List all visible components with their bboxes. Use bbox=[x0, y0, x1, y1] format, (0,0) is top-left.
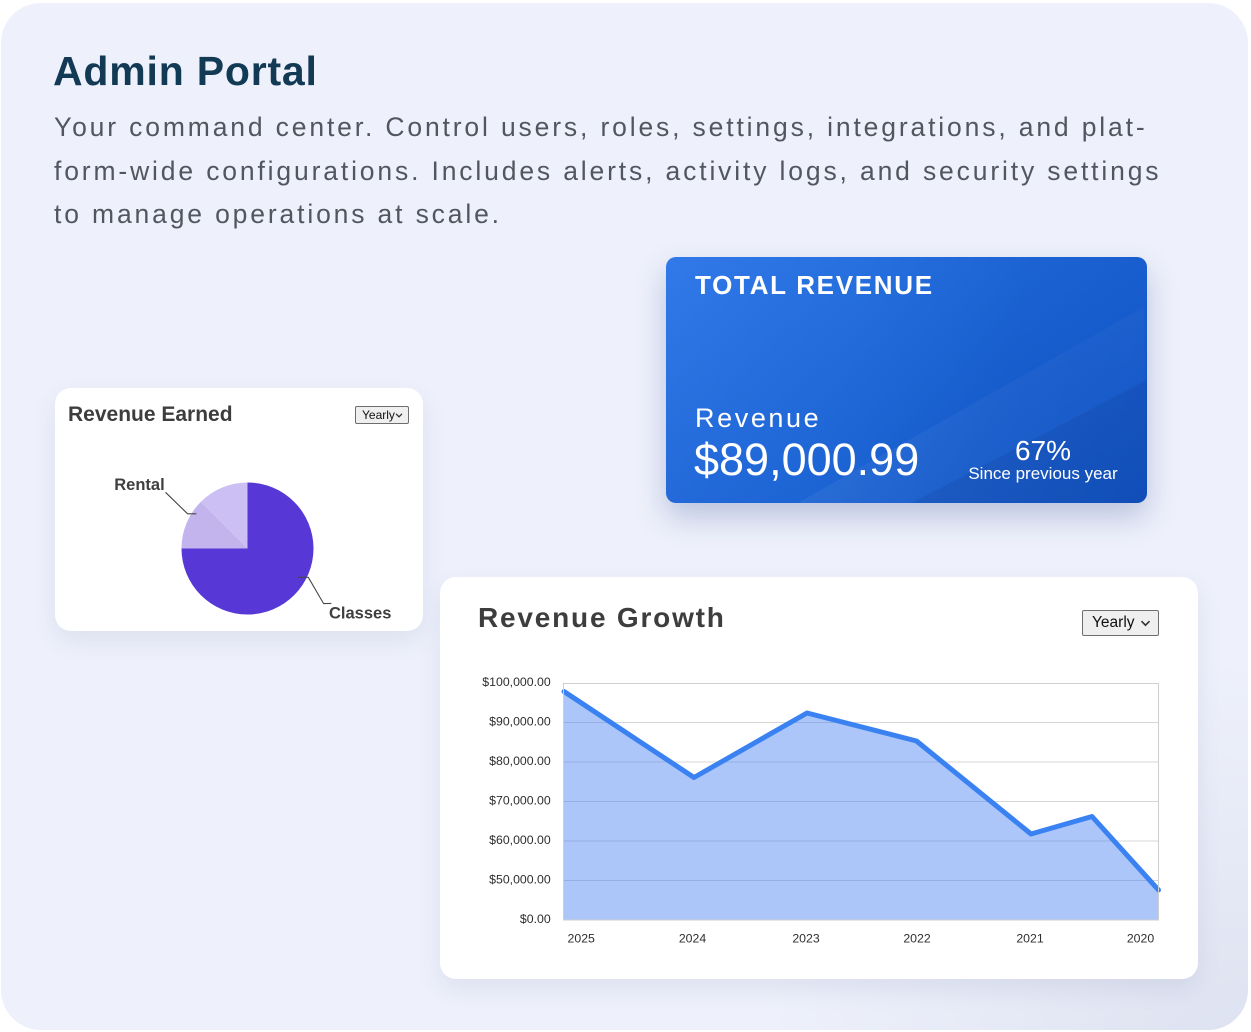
svg-text:$80,000.00: $80,000.00 bbox=[489, 754, 551, 768]
svg-text:2020: 2020 bbox=[1127, 931, 1155, 945]
svg-text:$70,000.00: $70,000.00 bbox=[489, 794, 551, 808]
svg-text:$60,000.00: $60,000.00 bbox=[489, 833, 551, 847]
svg-text:$100,000.00: $100,000.00 bbox=[482, 675, 551, 689]
svg-text:2021: 2021 bbox=[1016, 931, 1044, 945]
svg-text:2025: 2025 bbox=[568, 931, 596, 945]
svg-text:$0.00: $0.00 bbox=[520, 912, 551, 926]
svg-text:2024: 2024 bbox=[679, 931, 707, 945]
svg-text:Rental: Rental bbox=[114, 476, 164, 494]
svg-text:Classes: Classes bbox=[329, 604, 391, 622]
svg-text:$50,000.00: $50,000.00 bbox=[489, 873, 551, 887]
svg-text:2023: 2023 bbox=[792, 931, 820, 945]
svg-text:2022: 2022 bbox=[903, 931, 931, 945]
svg-text:$90,000.00: $90,000.00 bbox=[489, 715, 551, 729]
